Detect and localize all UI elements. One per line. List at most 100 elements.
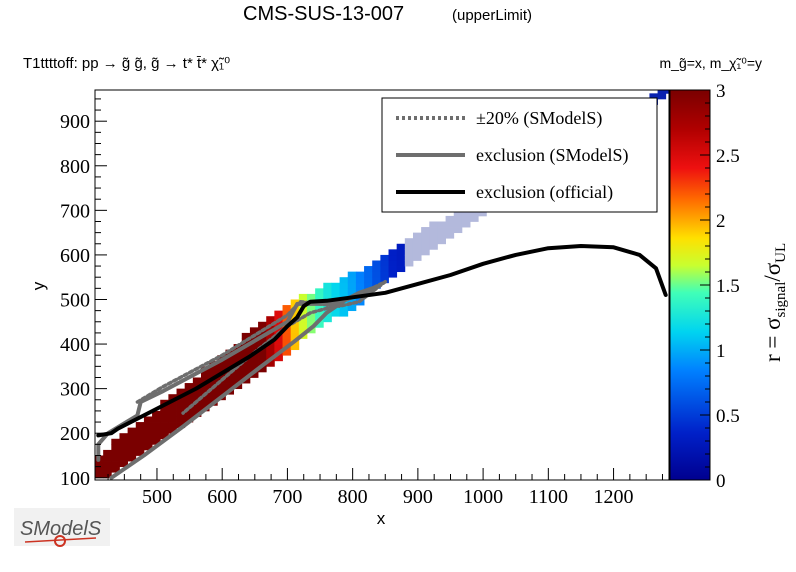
heatmap-cell [160,405,169,412]
heatmap-cell [298,321,308,328]
heatmap-cell [445,215,455,222]
heatmap-cell [396,266,406,273]
heatmap-cell [315,305,324,312]
heatmap-cell [168,422,177,429]
heatmap-cell [290,299,300,306]
axes: 500 600 700 800 900 1000 1100 1200 100 200 300 400 5… [60,98,663,508]
heatmap-cell [274,344,283,351]
heatmap-cell [274,355,283,362]
legend: ±20% (SModelS) exclusion (SModelS) exclu… [381,97,658,213]
heatmap-cell [274,310,283,317]
heatmap-cell [388,260,398,267]
exclusion-curves [96,244,668,480]
heatmap-cell [445,232,455,239]
heatmap-cell [412,238,422,245]
heatmap-cell [331,310,341,317]
heatmap-cell [127,444,137,451]
y-tick-label: 400 [60,334,90,356]
heatmap-cell [119,444,129,451]
heatmap-cell [258,355,267,362]
x-tick-label: 700 [272,486,302,508]
x-tick-label: 500 [142,486,172,508]
heatmap-cell [209,366,218,373]
colorbar-tick-label: 0 [716,471,726,492]
y-tick-label: 100 [60,468,90,490]
heatmap-cell [160,416,169,423]
y-axis-label: y [29,281,48,290]
heatmap-cell [339,288,349,295]
colorbar-label-sub-ul: UL [773,243,789,263]
heatmap-cell [103,449,112,456]
heatmap-cell [657,90,667,94]
heatmap-cell [135,433,145,440]
heatmap-cell [453,221,463,228]
heatmap-cell [404,238,414,245]
plot-frame [94,89,670,481]
heatmap-cell [111,466,120,473]
legend-entry: ±20% (SModelS) [476,108,602,129]
colorbar-label-sub-signal: signal [773,282,789,318]
heatmap-cell [241,349,251,356]
heatmap-cell [437,227,446,234]
heatmap-cell [649,93,658,100]
heatmap-cell [339,277,349,284]
heatmap-cell [241,371,251,378]
heatmap-cell [453,215,463,222]
heatmap-cell [315,310,324,317]
heatmap-cell [380,254,389,261]
heatmap-cell [266,332,275,339]
heatmap-cell [274,338,283,345]
heatmap-cell [168,405,177,412]
heatmap-cell [347,271,357,278]
heatmap-cell [282,327,292,334]
heatmap-cell [135,444,145,451]
heatmap-cell [225,383,235,390]
heatmap-cell [95,461,104,468]
heatmap-cell [184,399,194,406]
heatmap-cell [404,243,414,250]
heatmap-cell [323,316,332,323]
colorbar-tick-label: 0.5 [716,406,740,427]
heatmap-cell [339,305,349,312]
heatmap-cell [143,438,153,445]
official-exclusion-curve [96,244,668,438]
heatmap-cell [152,427,161,434]
heatmap-cell [412,249,422,256]
heatmap-cell [168,427,177,434]
heatmap-cell [176,399,186,406]
y-tick-label: 500 [60,289,90,311]
x-tick-label: 1000 [463,486,503,508]
heatmap-cell [657,93,667,100]
heatmap-cell [404,260,414,267]
heatmap-cell [233,371,243,378]
heatmap-cell [184,394,194,401]
heatmap-cell [421,243,430,250]
heatmap-cell [274,327,283,334]
heatmap-cell [372,260,381,267]
heatmap-cell [266,316,275,323]
heatmap-cell [282,305,292,312]
heatmap-cell [111,455,120,462]
heatmap-cell [152,416,161,423]
heatmap-cell [127,449,137,456]
heatmap-cell [143,427,153,434]
heatmap-cell [331,288,341,295]
heatmap-cell [437,238,446,245]
heatmap-cell [258,349,267,356]
heatmap-cell [380,266,389,273]
x-tick-label: 1200 [594,486,634,508]
heatmap-cell [184,383,194,390]
heatmap-cell [437,232,446,239]
heatmap-cell [290,332,300,339]
heatmap-cell [331,282,341,289]
heatmap-cell [266,360,275,367]
heatmap-cell [323,288,332,295]
heatmap-cell [347,277,357,284]
heatmap-cell [111,444,120,451]
heatmap-cell [388,254,398,261]
heatmap-cell [143,444,153,451]
colorbar-ticks: 0 0.5 1 1.5 2 2.5 3 [700,81,740,492]
chart-title: CMS-SUS-13-007 [243,3,404,25]
heatmap-cell [323,293,332,300]
heatmap-cell [461,210,471,217]
